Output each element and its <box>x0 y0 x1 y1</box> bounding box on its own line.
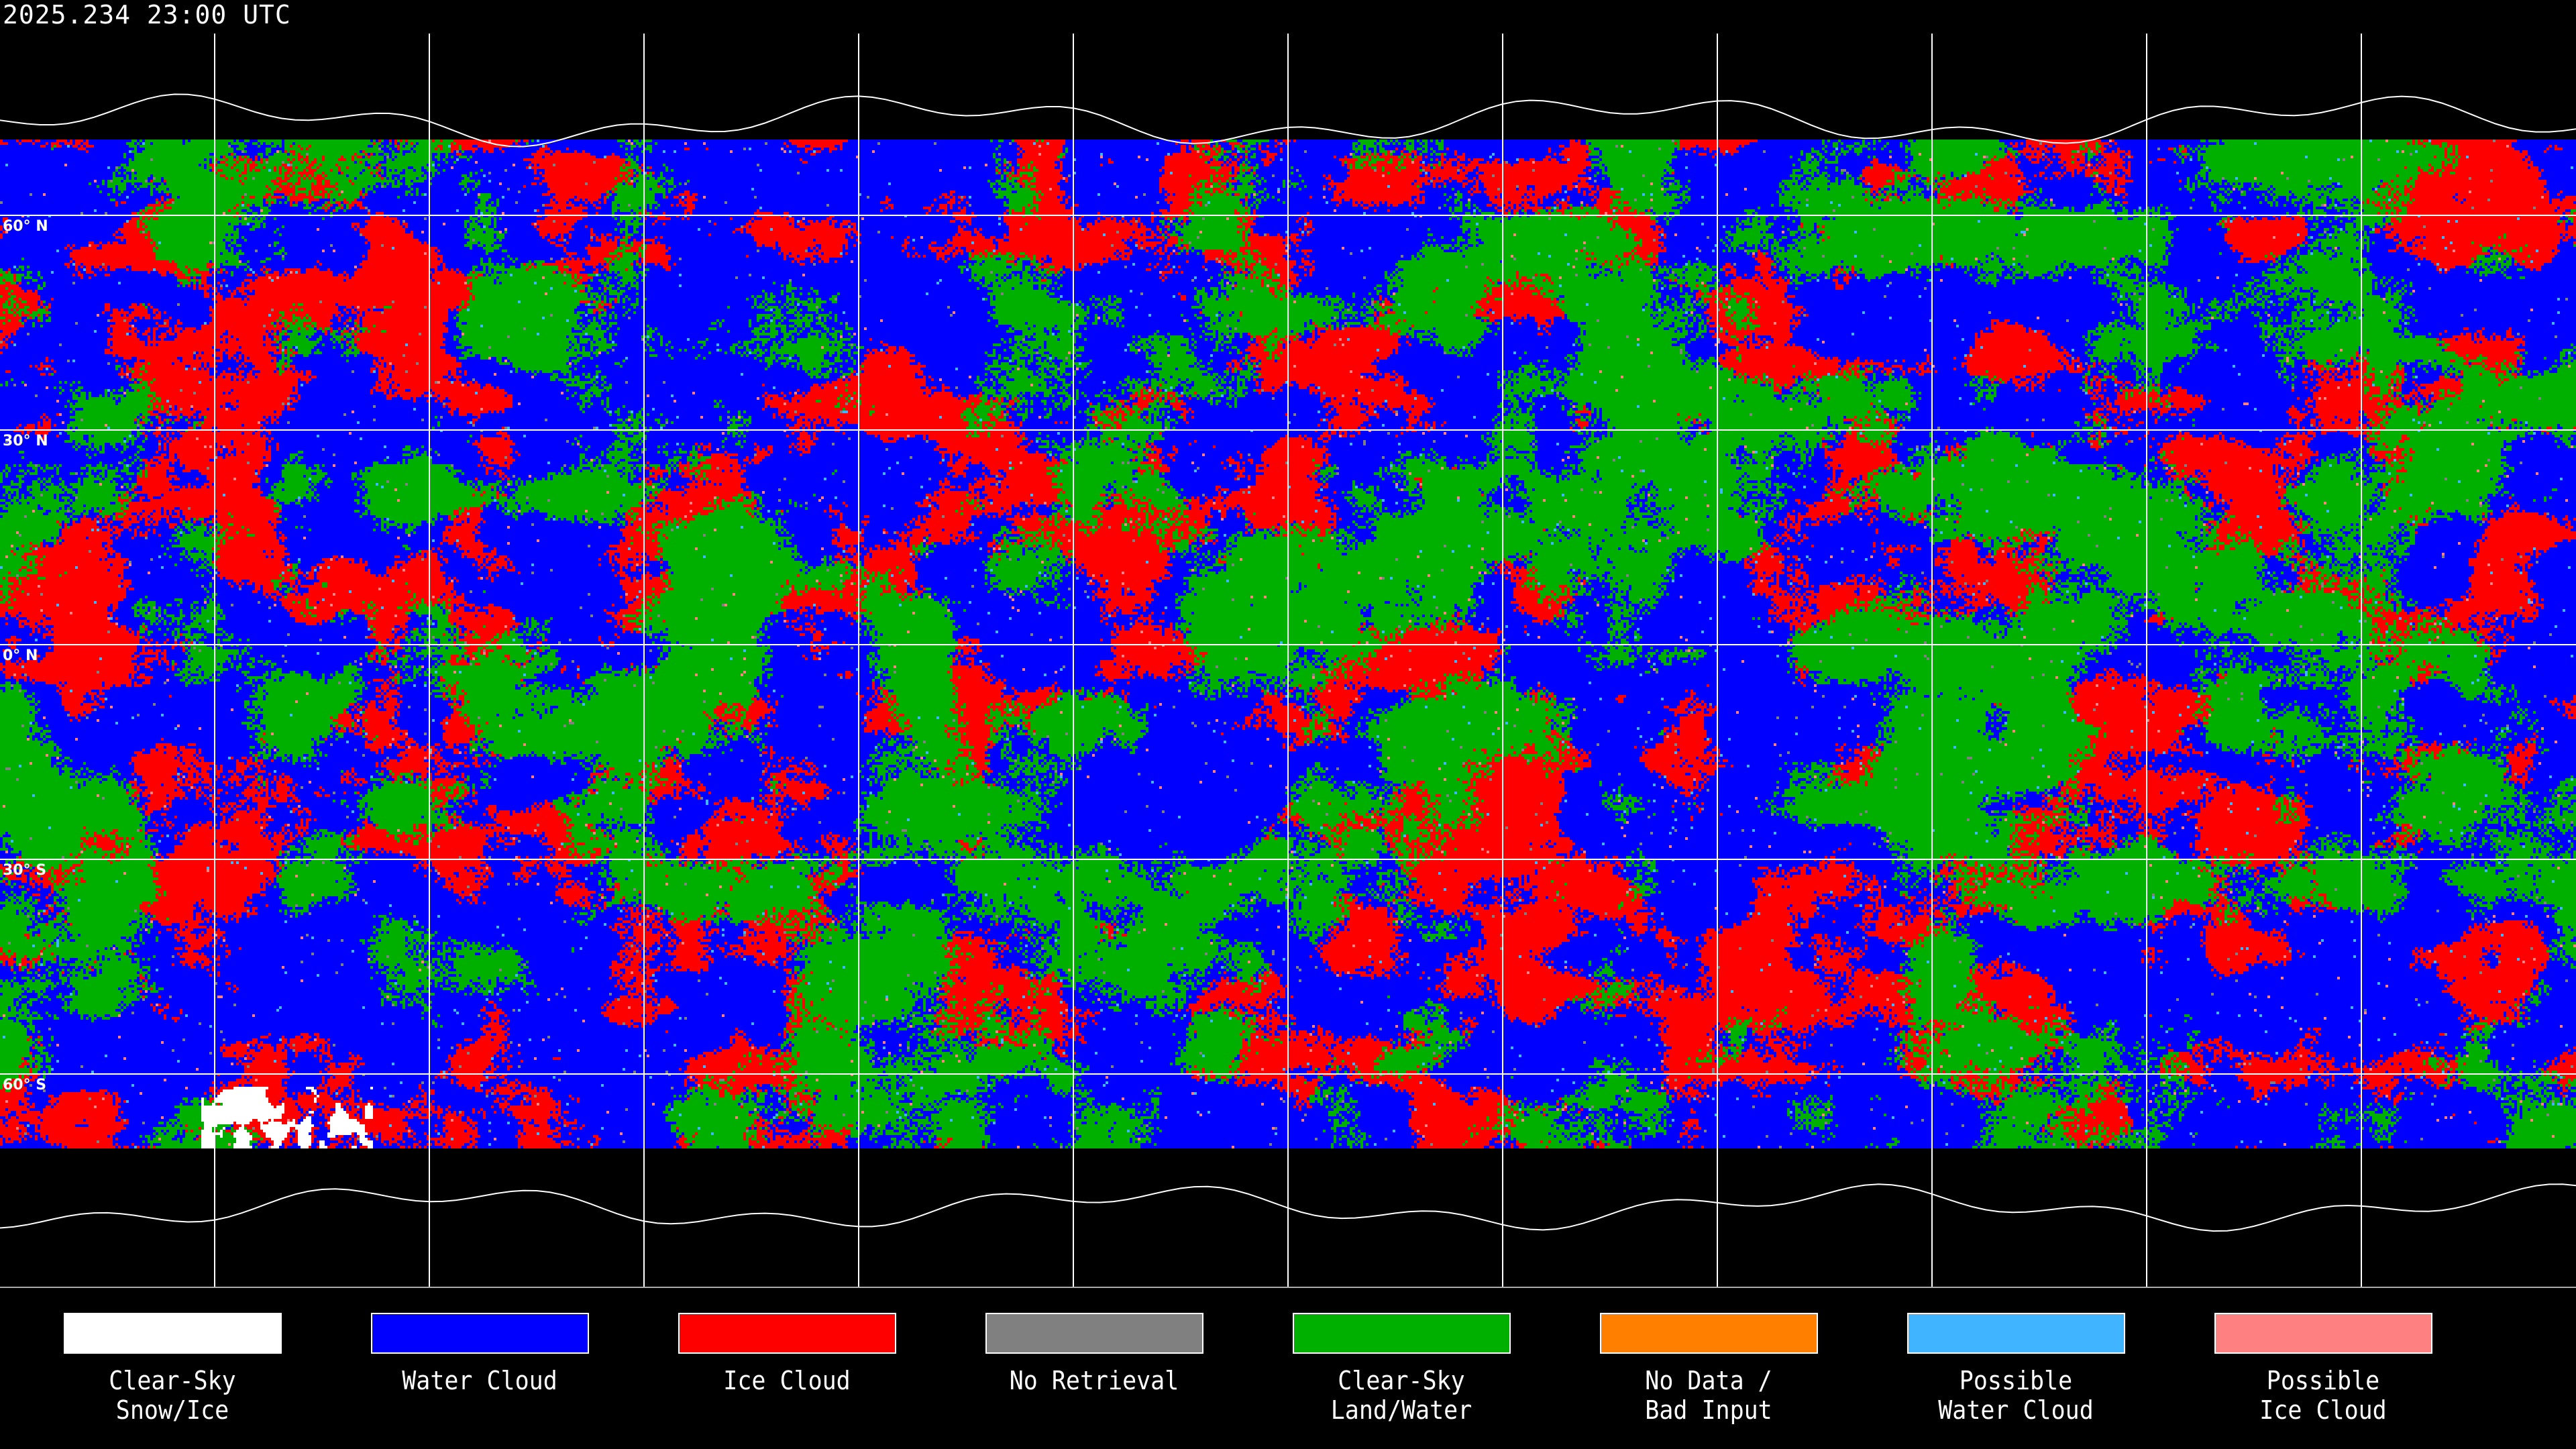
legend-label: No Data / Bad Input <box>1645 1366 1772 1425</box>
lat-label-60s: 60° S <box>3 1077 47 1093</box>
legend: Clear-Sky Snow/Ice Water Cloud Ice Cloud… <box>0 1288 2576 1449</box>
legend-swatch <box>1291 1312 1511 1354</box>
legend-item-clear-sky-snow-ice: Clear-Sky Snow/Ice <box>38 1312 307 1425</box>
timestamp: 2025.234 23:00 UTC <box>3 0 291 30</box>
legend-swatch <box>1599 1312 1819 1354</box>
legend-label: Ice Cloud <box>723 1366 851 1395</box>
legend-swatch <box>2213 1312 2433 1354</box>
legend-item-possible-ice-cloud: Possible Ice Cloud <box>2189 1312 2457 1425</box>
lat-label-0n: 0° N <box>3 647 38 664</box>
legend-label: Clear-Sky Land/Water <box>1330 1366 1472 1425</box>
legend-item-water-cloud: Water Cloud <box>345 1312 614 1395</box>
legend-label: No Retrieval <box>1009 1366 1179 1395</box>
lat-label-30s: 30° S <box>3 862 47 879</box>
lat-label-30n: 30° N <box>3 433 48 449</box>
cloud-phase-map: 2025.234 23:00 UTC 60° N 30° N 0° N 30° … <box>0 0 2576 1287</box>
legend-label: Water Cloud <box>402 1366 557 1395</box>
legend-item-possible-water-cloud: Possible Water Cloud <box>1882 1312 2150 1425</box>
legend-item-no-data: No Data / Bad Input <box>1574 1312 1843 1425</box>
legend-label: Clear-Sky Snow/Ice <box>109 1366 236 1425</box>
map-border <box>0 1287 2576 1288</box>
legend-label: Possible Water Cloud <box>1938 1366 2094 1425</box>
legend-swatch <box>370 1312 590 1354</box>
arctic-coastline <box>0 93 2576 148</box>
legend-item-no-retrieval: No Retrieval <box>960 1312 1228 1395</box>
legend-item-clear-sky-land-water: Clear-Sky Land/Water <box>1267 1312 1536 1425</box>
map-overlay <box>0 34 2576 1287</box>
legend-item-ice-cloud: Ice Cloud <box>653 1312 921 1395</box>
legend-swatch <box>62 1312 282 1354</box>
legend-swatch <box>677 1312 897 1354</box>
legend-swatch <box>1906 1312 2126 1354</box>
legend-label: Possible Ice Cloud <box>2259 1366 2387 1425</box>
lat-label-60n: 60° N <box>3 218 48 235</box>
legend-swatch <box>984 1312 1204 1354</box>
antarctic-coastline <box>0 1183 2576 1232</box>
